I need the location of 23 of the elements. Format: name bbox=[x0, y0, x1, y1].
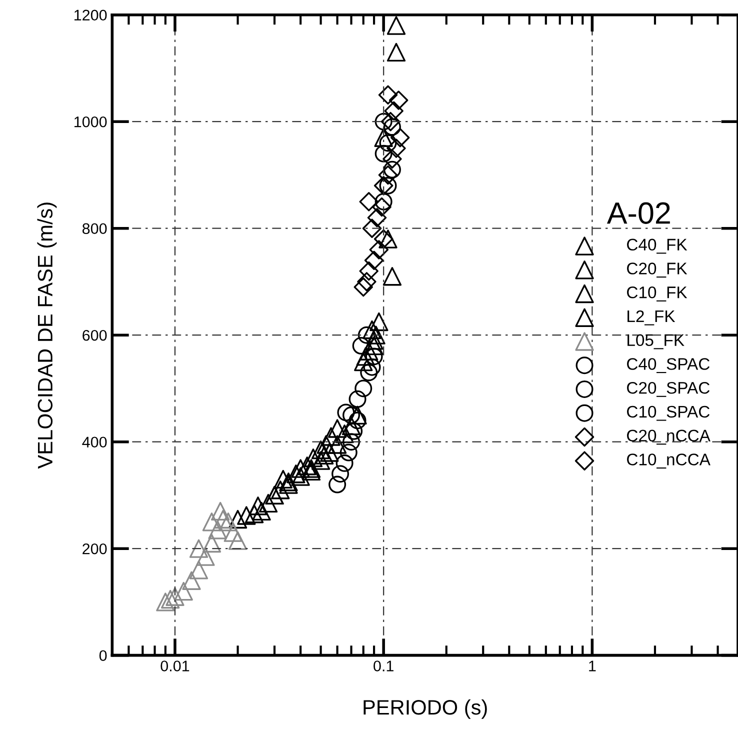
y-tick-label: 1200 bbox=[74, 10, 107, 21]
legend-label: L05_FK bbox=[628, 334, 684, 350]
y-tick-label: 200 bbox=[82, 543, 107, 554]
legend-label: L2_FK bbox=[628, 310, 676, 326]
y-tick-label: 0 bbox=[99, 650, 107, 662]
legend-label: C20_SPAC bbox=[627, 382, 710, 397]
y-tick-label: 800 bbox=[82, 223, 107, 234]
legend-label: C10_nCCA bbox=[627, 454, 710, 469]
legend-label: C20_FK bbox=[627, 262, 688, 278]
y-axis-title: VELOCIDAD DE FASE (m/s) bbox=[37, 202, 57, 469]
legend-label: C40_SPAC bbox=[627, 358, 710, 374]
x-tick-label: 1 bbox=[589, 660, 596, 672]
x-tick-label: 0.01 bbox=[160, 660, 190, 672]
legend-title: A-02 bbox=[606, 202, 670, 224]
y-tick-label: 400 bbox=[82, 436, 107, 448]
legend-label: C20_nCCA bbox=[627, 430, 710, 445]
x-tick-label: 0.1 bbox=[374, 660, 394, 672]
legend-label: C10_FK bbox=[627, 286, 688, 302]
y-tick-label: 1000 bbox=[74, 116, 107, 128]
x-axis-title: PERIODO (s) bbox=[364, 699, 487, 719]
legend-label: C40_FK bbox=[627, 238, 688, 254]
y-tick-label: 600 bbox=[82, 330, 107, 341]
legend-label: C10_SPAC bbox=[627, 406, 710, 421]
